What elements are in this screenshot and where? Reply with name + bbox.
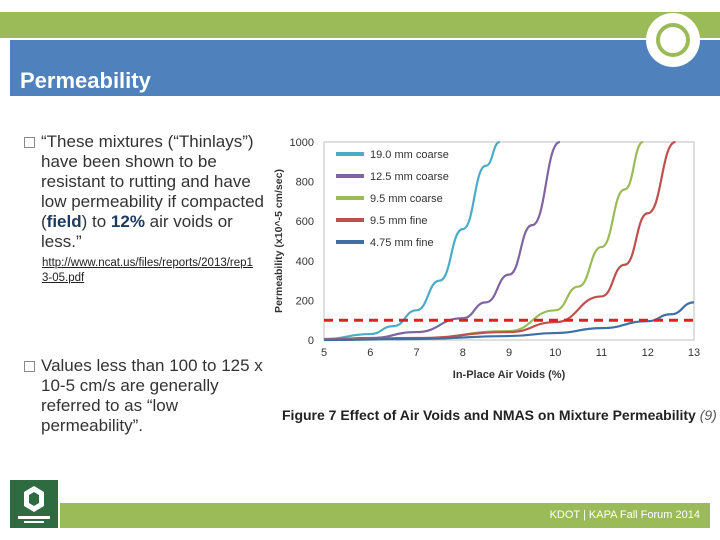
x-tick-label: 13 xyxy=(688,347,700,359)
bullet-box-icon xyxy=(24,361,35,372)
y-tick-label: 200 xyxy=(296,295,314,307)
series-line-19-0-mm-coarse xyxy=(323,140,501,341)
x-tick-label: 6 xyxy=(367,347,373,359)
oldcastle-logo xyxy=(10,480,58,528)
bullet-1-text-c: air voids or less.” xyxy=(41,212,233,251)
bullet-2-text: Values less than 100 to 125 x 10-5 cm/s … xyxy=(41,356,263,435)
report-link[interactable]: http://www.ncat.us/files/reports/2013/re… xyxy=(42,257,253,284)
bullet-list: “These mixtures (“Thinlays”) have been s… xyxy=(24,132,264,286)
y-tick-label: 1000 xyxy=(290,137,314,149)
figure-caption: Figure 7 Effect of Air Voids and NMAS on… xyxy=(282,407,717,423)
legend-label: 4.75 mm fine xyxy=(370,237,434,249)
bullet-1-text-b: ) to xyxy=(81,212,111,231)
legend-label: 19.0 mm coarse xyxy=(370,149,449,161)
bullet-1-text-a: “These mixtures (“Thinlays”) have been s… xyxy=(41,132,264,231)
x-tick-label: 12 xyxy=(642,347,654,359)
plot-area xyxy=(323,141,695,341)
x-tick-label: 10 xyxy=(549,347,561,359)
footer-band xyxy=(60,503,710,528)
footer-text: KDOT | KAPA Fall Forum 2014 xyxy=(549,509,700,521)
x-tick-label: 8 xyxy=(460,347,466,359)
figure-caption-ref: (9) xyxy=(699,407,717,423)
figure-caption-text: Figure 7 Effect of Air Voids and NMAS on… xyxy=(282,407,696,423)
y-tick-label: 0 xyxy=(308,335,314,347)
x-tick-label: 11 xyxy=(596,347,607,359)
x-tick-label: 7 xyxy=(413,347,419,359)
top-accent-band xyxy=(0,12,720,38)
bullet-box-icon xyxy=(24,137,35,148)
y-axis-label: Permeability (x10^-5 cm/sec) xyxy=(273,169,285,313)
x-axis-label: In-Place Air Voids (%) xyxy=(453,369,566,381)
bullet-1-highlight-percent: 12% xyxy=(110,212,145,231)
legend-label: 9.5 mm fine xyxy=(370,215,427,227)
y-tick-label: 600 xyxy=(296,216,314,228)
x-tick-label: 9 xyxy=(506,347,512,359)
bullet-item-1: “These mixtures (“Thinlays”) have been s… xyxy=(24,132,264,252)
bullet-1-text: “These mixtures (“Thinlays”) have been s… xyxy=(41,132,264,252)
title-band xyxy=(10,40,720,96)
series-line-4-75-mm-fine xyxy=(323,301,695,342)
ring-icon xyxy=(656,23,690,57)
bullet-item-2: Values less than 100 to 125 x 10-5 cm/s … xyxy=(24,356,264,436)
y-tick-label: 800 xyxy=(296,177,314,189)
y-tick-label: 400 xyxy=(296,256,314,268)
bullet-1-highlight-field: field xyxy=(46,212,82,231)
legend-label: 9.5 mm coarse xyxy=(370,193,443,205)
legend-label: 12.5 mm coarse xyxy=(370,171,449,183)
oldcastle-logo-icon xyxy=(10,480,58,528)
slide-title: Permeability xyxy=(20,68,151,93)
permeability-chart: 0 200 400 600 800 1000 5 6 7 8 9 10 11 12 13 In-Place A… xyxy=(273,137,700,381)
x-tick-label: 5 xyxy=(321,347,327,359)
